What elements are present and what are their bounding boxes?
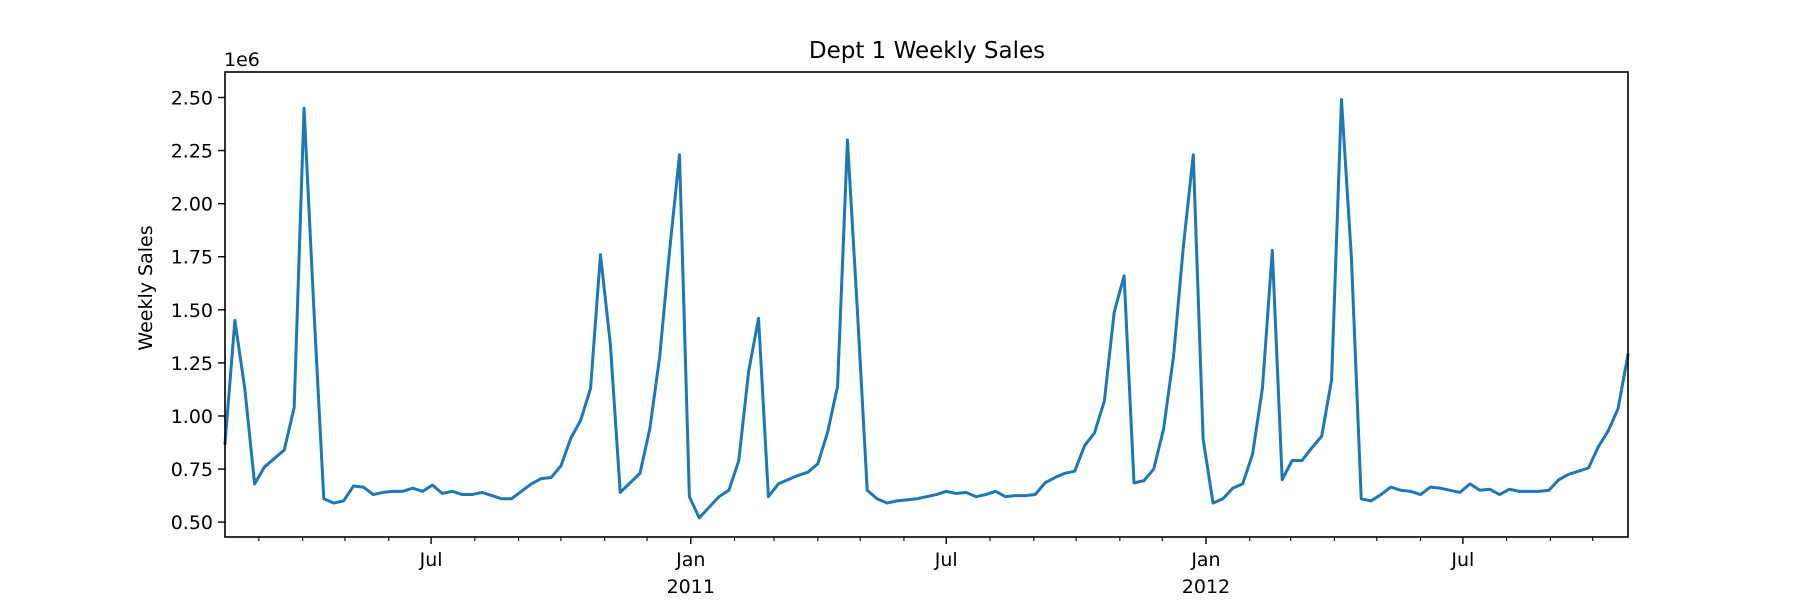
chart-title: Dept 1 Weekly Sales — [809, 38, 1045, 64]
y-tick-label: 2.25 — [171, 141, 213, 163]
y-tick-label: 1.00 — [171, 406, 213, 428]
x-tick-year-label: 2012 — [1182, 576, 1230, 598]
x-tick-label: Jan — [675, 549, 705, 571]
plot-frame — [224, 71, 1629, 538]
x-tick-label: Jul — [1450, 549, 1474, 571]
y-axis: 0.50 0.75 1.00 1.25 1.50 1.75 2.00 2.25 2.50 — [171, 87, 225, 534]
x-axis: Jul Jan 2011 Jul Jan 2012 Jul — [258, 537, 1594, 598]
y-tick-label: 1.25 — [171, 353, 213, 375]
y-tick-label: 0.50 — [171, 512, 213, 534]
x-tick-label: Jul — [419, 549, 443, 571]
x-tick-label: Jan — [1190, 549, 1220, 571]
plot-area — [223, 98, 1630, 520]
y-tick-label: 0.75 — [171, 459, 213, 481]
y-axis-offset-label: 1e6 — [224, 49, 260, 71]
y-tick-label: 2.00 — [171, 194, 213, 216]
y-tick-label: 1.50 — [171, 300, 213, 322]
y-axis-label: Weekly Sales — [135, 225, 157, 350]
y-tick-label: 2.50 — [171, 87, 213, 109]
x-tick-year-label: 2011 — [667, 576, 715, 598]
series-line — [223, 98, 1630, 520]
y-tick-label: 1.75 — [171, 247, 213, 269]
x-tick-label: Jul — [934, 549, 958, 571]
